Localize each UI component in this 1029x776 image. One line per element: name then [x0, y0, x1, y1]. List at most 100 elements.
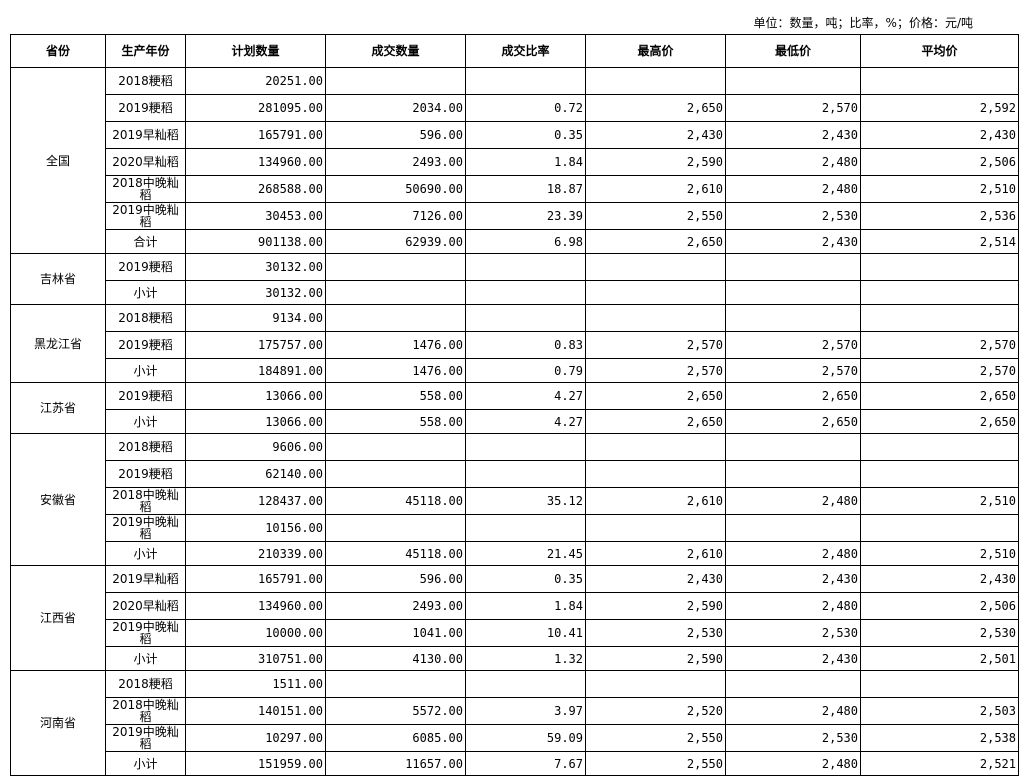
min-price-cell: 2,530	[725, 202, 861, 230]
traded-cell	[325, 280, 466, 305]
min-price-cell	[725, 280, 861, 305]
avg-price-cell: 2,530	[860, 619, 1019, 647]
traded-cell: 596.00	[325, 565, 466, 593]
year-cell: 2018粳稻	[105, 433, 186, 461]
min-price-cell: 2,480	[725, 175, 861, 203]
planned-cell: 30132.00	[185, 253, 326, 281]
planned-cell: 268588.00	[185, 175, 326, 203]
avg-price-cell: 2,510	[860, 487, 1019, 515]
year-cell: 2018中晚籼稻	[105, 697, 186, 725]
min-price-cell: 2,480	[725, 751, 861, 776]
table-row: 全国 2018粳稻 20251.00	[10, 67, 1019, 254]
header-row: 省份 生产年份 计划数量 成交数量 成交比率 最高价 最低价 平均价	[10, 34, 1019, 68]
planned-cell: 310751.00	[185, 646, 326, 671]
traded-cell: 596.00	[325, 121, 466, 149]
planned-cell: 1511.00	[185, 670, 326, 698]
header-province: 省份	[10, 34, 106, 68]
planned-cell: 175757.00	[185, 331, 326, 359]
ratio-cell: 59.09	[465, 724, 586, 752]
traded-cell: 5572.00	[325, 697, 466, 725]
min-price-cell: 2,480	[725, 541, 861, 566]
ratio-cell: 0.35	[465, 121, 586, 149]
table-row: 小计 151959.00 11657.00 7.67 2,550 2,480 2,521	[11, 751, 1019, 776]
ratio-cell	[465, 280, 586, 305]
min-price-cell: 2,430	[725, 565, 861, 593]
avg-price-cell: 2,514	[860, 229, 1019, 254]
traded-cell	[325, 670, 466, 698]
table-row: 2019粳稻 281095.00 2034.00 0.72 2,650 2,570 2,59…	[11, 94, 1019, 122]
table-row: 2019中晚籼稻 10000.00 1041.00 10.41 2,530 2,530 2,…	[11, 619, 1019, 647]
min-price-cell: 2,530	[725, 619, 861, 647]
avg-price-cell: 2,650	[860, 382, 1019, 410]
avg-price-cell: 2,430	[860, 121, 1019, 149]
table-row: 江西省 2019早籼稻 165791.00 596.00 0.35 2,430 2,430 2…	[10, 565, 1019, 671]
planned-cell: 210339.00	[185, 541, 326, 566]
max-price-cell: 2,610	[585, 175, 726, 203]
min-price-cell: 2,570	[725, 331, 861, 359]
min-price-cell: 2,650	[725, 409, 861, 434]
table-row: 2019粳稻 175757.00 1476.00 0.83 2,570 2,570 2,57…	[11, 331, 1019, 359]
max-price-cell: 2,590	[585, 148, 726, 176]
max-price-cell: 2,430	[585, 565, 726, 593]
max-price-cell	[585, 514, 726, 542]
auction-results-table: 省份 生产年份 计划数量 成交数量 成交比率 最高价 最低价 平均价 全国 201…	[10, 34, 1019, 776]
max-price-cell: 2,570	[585, 331, 726, 359]
ratio-cell: 1.84	[465, 592, 586, 620]
header-avg-price: 平均价	[860, 34, 1019, 68]
year-cell: 2019早籼稻	[105, 565, 186, 593]
table-row: 2019早籼稻 165791.00 596.00 0.35 2,430 2,430 2,43…	[11, 121, 1019, 149]
traded-cell	[325, 460, 466, 488]
ratio-cell	[465, 460, 586, 488]
planned-cell: 165791.00	[185, 565, 326, 593]
province-cell: 江西省	[10, 565, 106, 671]
avg-price-cell	[860, 670, 1019, 698]
year-cell: 2018粳稻	[105, 304, 186, 332]
table-row: 小计 13066.00 558.00 4.27 2,650 2,650 2,650	[11, 409, 1019, 434]
planned-cell: 184891.00	[185, 358, 326, 383]
avg-price-cell	[860, 67, 1019, 95]
table-row: 江苏省 2019粳稻 13066.00 558.00 4.27 2,650 2,650 2,6…	[10, 382, 1019, 434]
traded-cell: 45118.00	[325, 487, 466, 515]
planned-cell: 10156.00	[185, 514, 326, 542]
avg-price-cell	[860, 304, 1019, 332]
max-price-cell	[585, 433, 726, 461]
min-price-cell	[725, 460, 861, 488]
min-price-cell	[725, 253, 861, 281]
planned-cell: 13066.00	[185, 409, 326, 434]
table-row: 吉林省 2019粳稻 30132.00	[10, 253, 1019, 305]
traded-cell: 1476.00	[325, 331, 466, 359]
min-price-cell: 2,570	[725, 358, 861, 383]
year-cell: 小计	[105, 409, 186, 434]
year-cell: 小计	[105, 646, 186, 671]
planned-cell: 134960.00	[185, 148, 326, 176]
max-price-cell: 2,530	[585, 619, 726, 647]
min-price-cell: 2,570	[725, 94, 861, 122]
avg-price-cell: 2,650	[860, 409, 1019, 434]
ratio-cell: 3.97	[465, 697, 586, 725]
planned-cell: 151959.00	[185, 751, 326, 776]
avg-price-cell	[860, 253, 1019, 281]
max-price-cell: 2,610	[585, 541, 726, 566]
traded-cell: 558.00	[325, 409, 466, 434]
traded-cell	[325, 433, 466, 461]
avg-price-cell: 2,506	[860, 592, 1019, 620]
ratio-cell: 0.79	[465, 358, 586, 383]
avg-price-cell: 2,506	[860, 148, 1019, 176]
ratio-cell: 4.27	[465, 409, 586, 434]
max-price-cell: 2,550	[585, 751, 726, 776]
avg-price-cell: 2,503	[860, 697, 1019, 725]
ratio-cell	[465, 253, 586, 281]
ratio-cell: 23.39	[465, 202, 586, 230]
table-row: 小计 210339.00 45118.00 21.45 2,610 2,480 2,510	[11, 541, 1019, 566]
ratio-cell: 21.45	[465, 541, 586, 566]
traded-cell: 6085.00	[325, 724, 466, 752]
year-cell: 合计	[105, 229, 186, 254]
year-cell: 2018粳稻	[105, 670, 186, 698]
avg-price-cell: 2,501	[860, 646, 1019, 671]
max-price-cell	[585, 304, 726, 332]
max-price-cell: 2,520	[585, 697, 726, 725]
min-price-cell: 2,480	[725, 592, 861, 620]
avg-price-cell	[860, 460, 1019, 488]
year-cell: 2019粳稻	[105, 331, 186, 359]
province-cell: 吉林省	[10, 253, 106, 305]
